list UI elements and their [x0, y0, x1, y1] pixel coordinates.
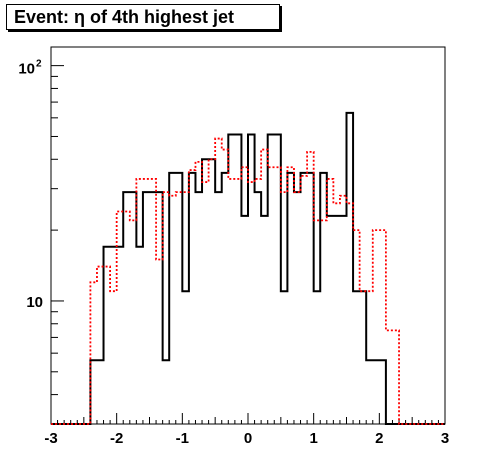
x-tick-label: 2 [375, 430, 383, 447]
y-tick-label-10: 10 [26, 294, 43, 311]
x-tick-label: -1 [176, 430, 189, 447]
x-axis: -3 -2 -1 0 1 2 3 [44, 413, 449, 447]
x-tick-label: 3 [441, 430, 449, 447]
x-tick-label: -3 [44, 430, 57, 447]
y-tick-label-100-exponent: 2 [36, 59, 42, 70]
chart-title: Event: η of 4th highest jet [6, 4, 280, 30]
x-tick-label: 1 [309, 430, 317, 447]
x-tick-label: -2 [110, 430, 123, 447]
series-layer [51, 111, 445, 425]
y-tick-label-100: 10 [18, 61, 35, 78]
series-solid-line [51, 111, 445, 425]
series-dotted-line [51, 137, 445, 425]
x-tick-label: 0 [244, 430, 252, 447]
